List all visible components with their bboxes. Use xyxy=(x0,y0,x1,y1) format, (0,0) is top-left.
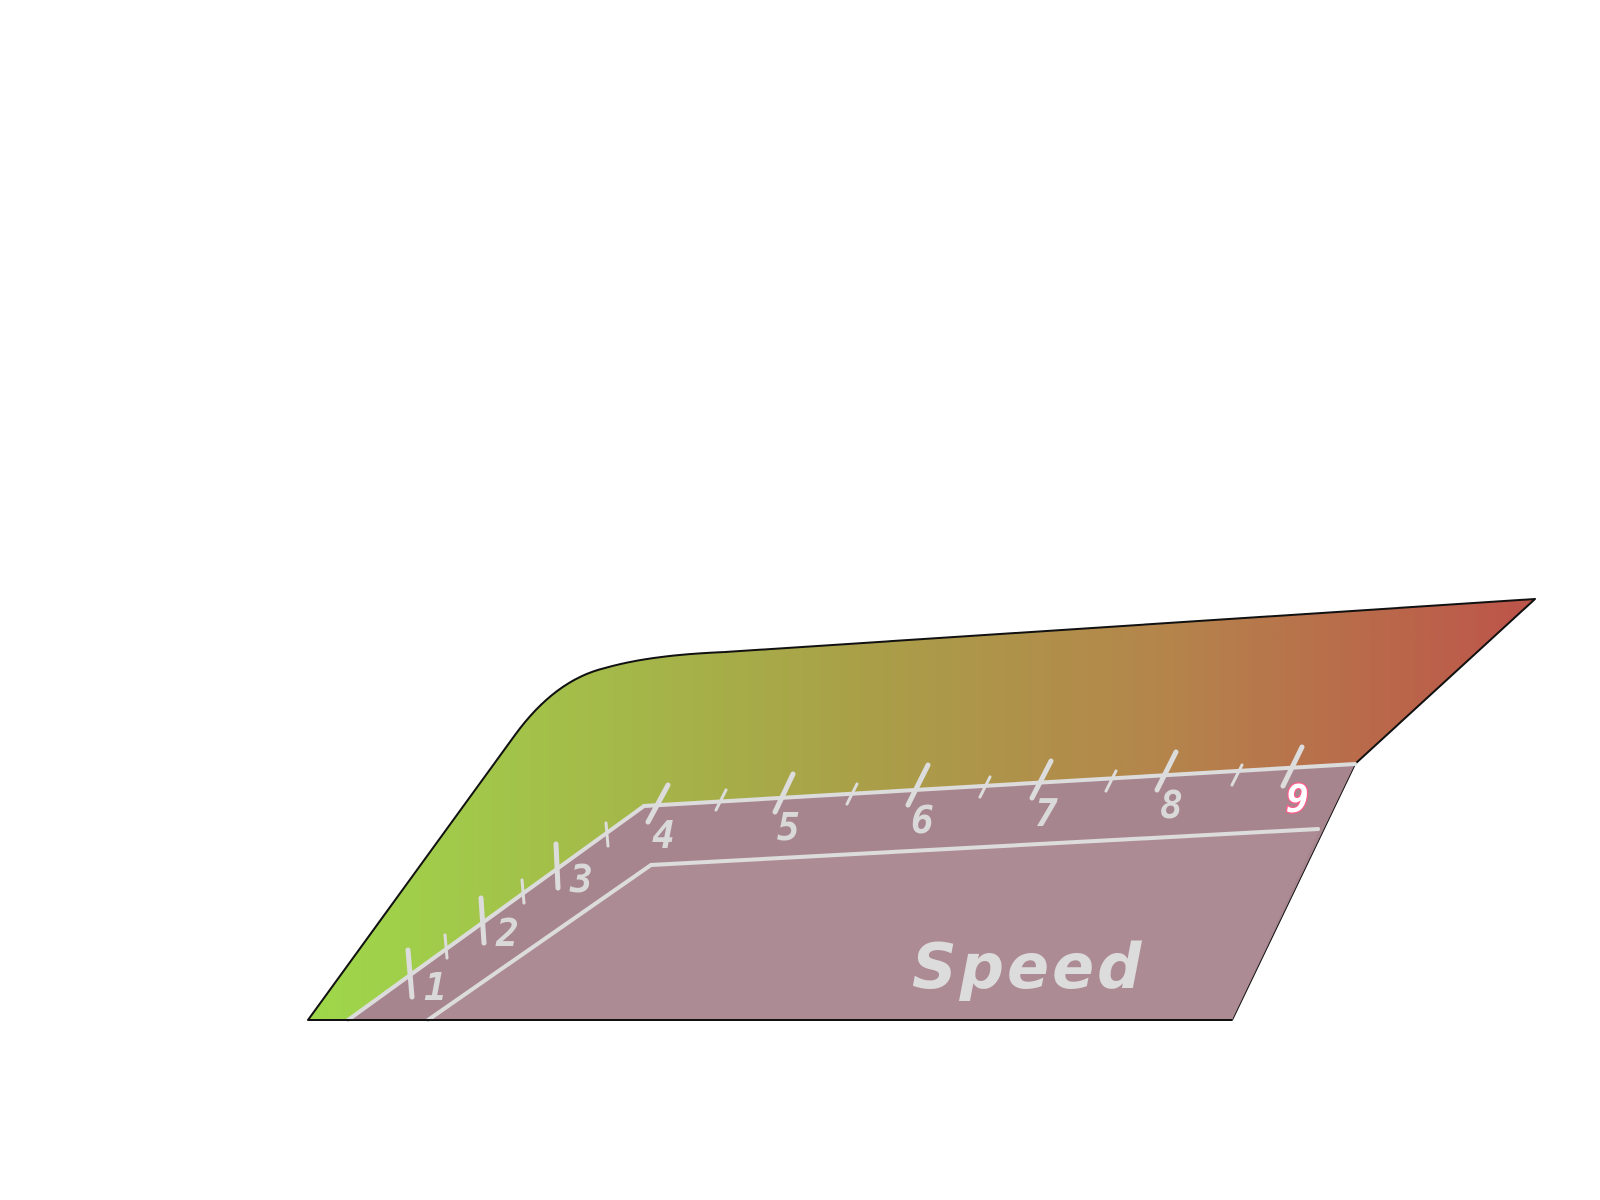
major-tick-5 xyxy=(772,771,796,815)
scale-label-9-active: 9 xyxy=(1286,777,1309,821)
major-tick-6 xyxy=(905,762,931,808)
scale-label-8: 8 xyxy=(1160,783,1183,827)
minor-tick xyxy=(978,775,992,799)
minor-tick xyxy=(1104,769,1118,793)
minor-tick xyxy=(520,878,526,905)
gauge-panel-inner xyxy=(428,829,1320,1020)
scale-label-1: 1 xyxy=(424,965,447,1009)
gauge-title: Speed xyxy=(912,930,1145,1003)
scale-label-6: 6 xyxy=(911,798,934,842)
minor-tick xyxy=(845,782,859,806)
major-tick-7 xyxy=(1029,758,1054,801)
scale-label-7: 7 xyxy=(1035,791,1058,835)
gauge-scale-labels: 1 2 3 4 5 6 7 8 9 xyxy=(424,776,1310,1009)
major-tick-2 xyxy=(478,895,487,946)
minor-tick xyxy=(1230,763,1244,787)
minor-tick xyxy=(604,821,610,848)
minor-tick xyxy=(443,933,449,960)
minor-tick xyxy=(714,788,728,812)
scale-label-4: 4 xyxy=(652,813,675,857)
major-tick-1 xyxy=(405,947,415,1000)
major-tick-9 xyxy=(1280,744,1305,789)
gauge-ticks xyxy=(405,744,1305,1000)
scale-label-3: 3 xyxy=(569,857,593,901)
major-tick-4 xyxy=(645,782,671,825)
scale-label-5: 5 xyxy=(777,805,800,849)
major-tick-3 xyxy=(553,841,561,891)
gauge-inner-rail xyxy=(426,827,1320,1022)
major-tick-8 xyxy=(1154,749,1179,793)
scale-label-2: 2 xyxy=(495,911,519,955)
